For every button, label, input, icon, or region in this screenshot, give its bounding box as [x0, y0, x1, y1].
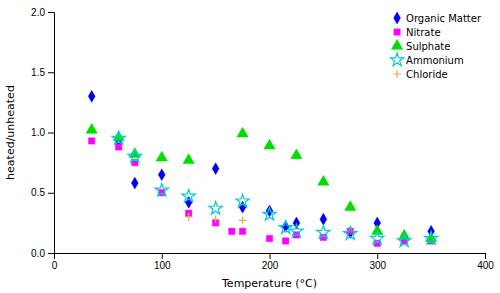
tick: 100 — [154, 253, 171, 271]
point — [317, 226, 330, 239]
point — [209, 201, 222, 214]
series — [112, 132, 438, 247]
legend-label: Chloride — [406, 69, 448, 80]
legend-item: Nitrate — [394, 27, 441, 38]
point — [89, 138, 95, 144]
tick: 400 — [477, 253, 494, 271]
tick-label: 1.0 — [31, 127, 45, 138]
point — [290, 224, 303, 237]
tick-label: 200 — [262, 260, 279, 271]
legend: Organic Matter Nitrate Sulphate Ammonium Chl… — [390, 12, 481, 79]
tick-label: 2.0 — [31, 7, 45, 18]
plot-area — [86, 90, 438, 246]
point — [156, 151, 167, 161]
legend-symbol — [390, 53, 403, 66]
point — [279, 221, 292, 234]
point — [371, 232, 384, 245]
chart: 0 100 200 300 400 0.0 0.5 1.0 1.5 2.0 Temperature … — [0, 0, 500, 293]
legend-label: Sulphate — [406, 41, 450, 52]
series — [86, 124, 437, 242]
point — [239, 217, 247, 225]
legend-symbol — [394, 29, 400, 35]
axis-domain — [48, 13, 55, 254]
tick-mark — [48, 253, 54, 254]
legend-label: Organic Matter — [406, 13, 482, 24]
point — [398, 234, 411, 247]
point — [237, 127, 248, 137]
legend-symbol — [394, 12, 401, 24]
tick-mark — [48, 133, 54, 134]
point — [291, 149, 302, 159]
legend-symbol — [393, 70, 401, 78]
point — [131, 177, 138, 189]
x-axis-title: Temperature (°C) — [221, 277, 317, 290]
tick-label: 400 — [477, 260, 494, 271]
axis-domain — [55, 254, 486, 260]
point — [229, 228, 235, 234]
point — [283, 238, 289, 244]
point — [128, 150, 141, 163]
tick-mark — [377, 253, 378, 259]
tick-mark — [485, 253, 486, 259]
tick: 1.0 — [31, 127, 54, 138]
tick-mark — [48, 193, 54, 194]
point — [263, 207, 276, 220]
point — [88, 90, 95, 102]
legend-item: Organic Matter — [394, 12, 482, 24]
point — [115, 144, 121, 150]
legend-item: Ammonium — [390, 53, 463, 66]
tick-mark — [48, 12, 54, 13]
tick: 200 — [262, 253, 279, 271]
legend-label: Ammonium — [406, 55, 464, 66]
point — [344, 227, 357, 240]
legend-symbol — [391, 39, 402, 49]
series — [185, 213, 246, 224]
tick-label: 0.0 — [31, 248, 45, 259]
point — [212, 163, 219, 175]
point — [239, 228, 245, 234]
tick: 2.0 — [31, 7, 54, 18]
point — [155, 183, 168, 196]
point — [424, 232, 437, 245]
x-axis: 0 100 200 300 400 — [52, 253, 495, 271]
tick-label: 0 — [52, 260, 58, 271]
point — [182, 189, 195, 202]
legend-item: Sulphate — [391, 39, 450, 51]
y-axis: 0.0 0.5 1.0 1.5 2.0 — [31, 7, 54, 259]
point — [264, 139, 275, 149]
point — [236, 194, 249, 207]
series — [89, 138, 435, 247]
legend-item: Chloride — [393, 69, 447, 80]
tick-label: 300 — [369, 260, 386, 271]
point — [86, 124, 97, 134]
legend-label: Nitrate — [406, 27, 441, 38]
series — [88, 90, 434, 242]
tick-label: 100 — [154, 260, 171, 271]
tick-label: 1.5 — [31, 67, 45, 78]
tick: 1.5 — [31, 67, 54, 78]
point — [320, 213, 327, 225]
y-axis-title: heated/unheated — [4, 85, 17, 180]
point — [185, 213, 193, 221]
tick-mark — [270, 253, 271, 259]
tick-mark — [48, 72, 54, 73]
tick: 300 — [369, 253, 386, 271]
tick: 0 — [52, 253, 58, 271]
tick: 0.0 — [31, 248, 54, 259]
point — [266, 235, 272, 241]
tick: 0.5 — [31, 187, 54, 198]
point — [318, 175, 329, 185]
point — [158, 169, 165, 181]
tick-mark — [162, 253, 163, 259]
tick-label: 0.5 — [31, 187, 45, 198]
point — [345, 201, 356, 211]
point — [112, 132, 125, 145]
point — [212, 215, 220, 223]
point — [183, 154, 194, 164]
